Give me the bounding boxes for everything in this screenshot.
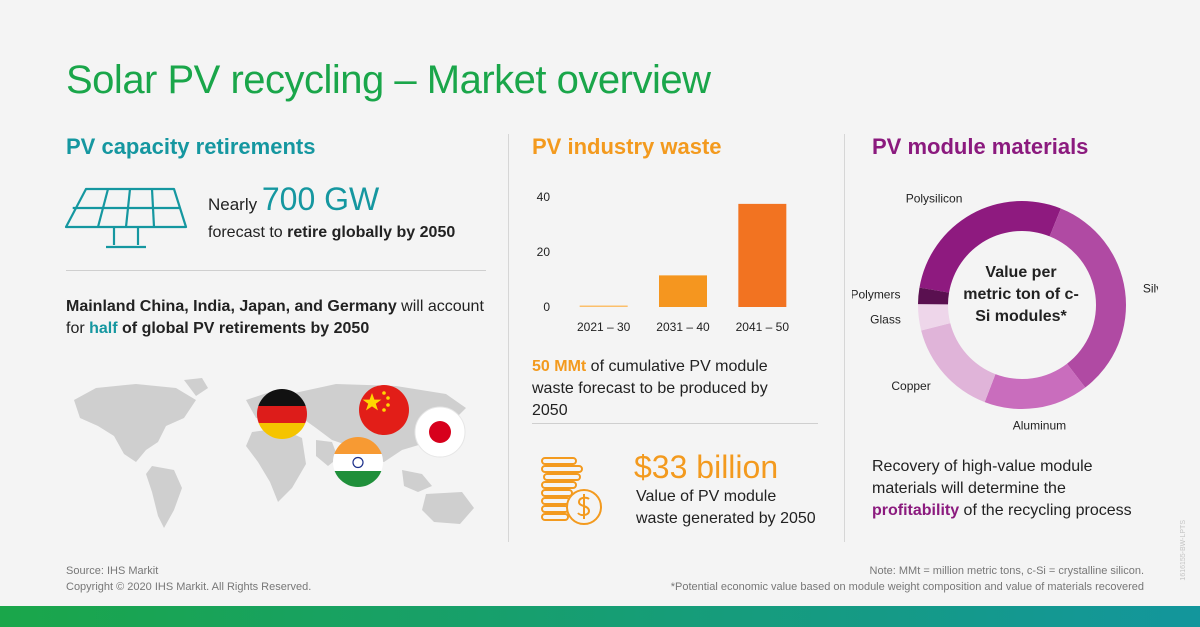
donut-slice [1049,208,1126,388]
solar-panel-icon [64,187,188,249]
slice-label: Aluminum [1013,419,1066,430]
note-text: Note: MMt = million metric tons, c-Si = … [869,565,1144,577]
slice-label: Glass [870,313,901,327]
flag-india [333,437,383,487]
donut-slice [921,323,996,403]
y-tick-label: 0 [543,300,550,314]
y-tick-label: 40 [537,190,551,204]
bar [738,203,787,307]
value-big: $33 billion [634,449,779,485]
copyright-text: Copyright © 2020 IHS Markit. All Rights … [66,581,312,593]
waste-bar-chart: 0 20 40 2021 – 30 2031 – 40 2041 – 50 [537,190,790,334]
column-divider-1 [508,134,509,542]
y-tick-label: 20 [537,245,551,259]
donut-slice [918,304,951,331]
bottom-gradient-bar [0,606,1200,627]
pv-waste-heading: PV industry waste [532,134,722,159]
donut-slice [918,287,950,305]
slice-label: Polymers [852,287,900,301]
waste-statement: 50 MMt of cumulative PV module waste for… [532,358,768,419]
pv-materials-heading: PV module materials [872,134,1089,159]
bar [659,275,707,307]
materials-donut-chart: Polysilicon Silver Aluminum Copper Glass Poly… [852,192,1158,430]
x-tick-label: 2041 – 50 [736,320,790,334]
retirement-statement: Mainland China, India, Japan, and German… [66,298,484,337]
donut-slice [919,201,1061,293]
donut-center-label: Value per metric ton of c-Si modules* [963,264,1079,325]
footnote-text: *Potential economic value based on modul… [670,581,1144,593]
divider [532,423,818,424]
coins-dollar-icon [541,457,602,525]
pv-capacity-heading: PV capacity retirements [66,134,316,159]
bar [579,305,628,307]
page-title: Solar PV recycling – Market overview [66,58,711,102]
slice-label: Copper [891,379,930,393]
recovery-statement: Recovery of high-value module materials … [872,458,1132,519]
flag-china [359,385,409,435]
value-line-1: Value of PV module [636,488,777,505]
slice-label: Polysilicon [906,192,963,206]
700gw-value: 700 GW [261,181,380,217]
slice-label: Silver [1143,282,1158,296]
value-line-2: waste generated by 2050 [636,510,816,527]
nearly-700gw: Nearly 700 GW [208,181,380,217]
flag-germany [257,389,307,439]
x-tick-label: 2021 – 30 [577,320,631,334]
column-divider-2 [844,134,845,542]
retire-forecast: forecast to retire globally by 2050 [208,224,456,241]
donut-slice [984,363,1086,409]
x-tick-label: 2031 – 40 [656,320,710,334]
watermark: 1616155-BW-LPTS [1180,520,1187,581]
flag-japan [414,406,466,458]
source-text: Source: IHS Markit [66,565,159,577]
divider [66,270,486,271]
